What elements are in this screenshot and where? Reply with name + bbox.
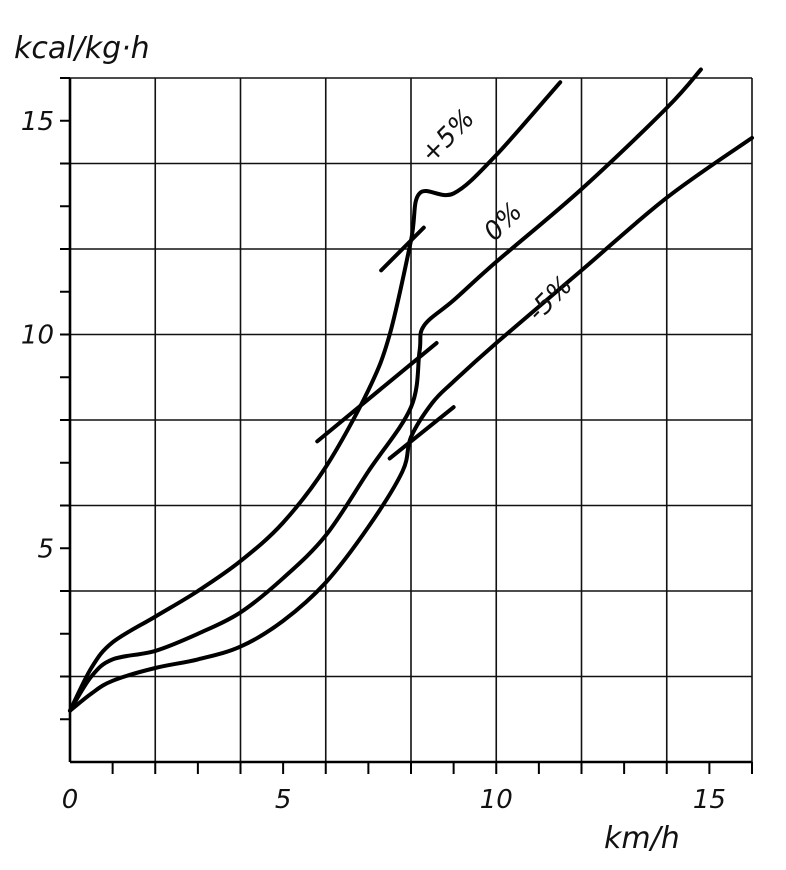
x-tick-label: 5 [275,785,292,815]
series-line-minus5pct [68,135,754,713]
x-tick-label: 15 [693,785,726,815]
x-tick-label: 0 [62,785,79,815]
transition-line [387,405,456,461]
y-tick-label: 10 [21,321,54,351]
transition-line [379,225,426,273]
y-tick-label: 15 [21,107,54,137]
transition-line [315,341,439,444]
x-axis-unit-label: km/h [604,821,680,856]
curves [68,67,754,713]
series-label-plus5pct: +5% [415,104,481,170]
x-tick-label: 10 [480,785,513,815]
series-line-plus5pct [68,80,563,713]
y-axis-unit-label: kcal/kg·h [14,31,150,66]
series-line-0pct [68,67,703,713]
y-tick-label: 5 [37,534,54,564]
ticks [60,77,753,774]
grid [70,77,753,762]
